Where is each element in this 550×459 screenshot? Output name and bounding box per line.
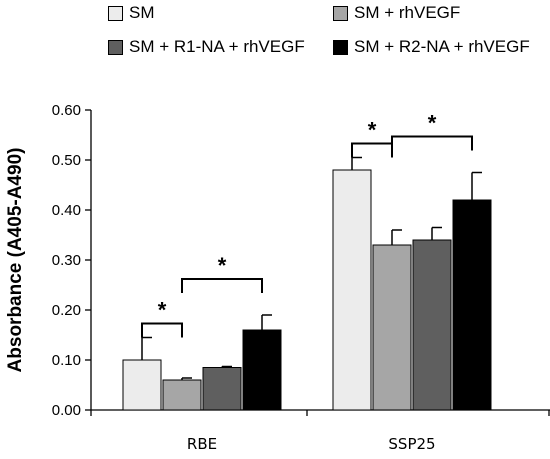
significance-bracket bbox=[351, 142, 393, 158]
significance-star: * bbox=[368, 118, 377, 143]
significance-star: * bbox=[218, 253, 227, 278]
significance-star: * bbox=[158, 298, 167, 323]
plot-area: 0.00 0.10 0.20 0.30 0.40 0.50 0.60 RBE SSP25 * * * * bbox=[52, 102, 550, 453]
legend-label-sm-r2na-rhvegf: SM + R2-NA + rhVEGF bbox=[354, 37, 530, 56]
y-tick-label: 0.10 bbox=[52, 352, 81, 369]
y-axis-label: Absorbance (A405-A490) bbox=[5, 148, 26, 373]
legend-label-sm-rhvegf: SM + rhVEGF bbox=[354, 3, 461, 22]
significance-star: * bbox=[428, 111, 437, 136]
legend-swatch-sm bbox=[108, 5, 123, 21]
bar bbox=[372, 244, 412, 411]
significance-bracket bbox=[391, 135, 473, 151]
legend-swatch-sm-r1na-rhvegf bbox=[108, 39, 123, 55]
y-tick-label: 0.50 bbox=[52, 152, 81, 169]
legend-item-sm-r2na-rhvegf: SM + R2-NA + rhVEGF bbox=[333, 36, 530, 58]
x-category-label: SSP25 bbox=[388, 435, 435, 453]
y-tick-label: 0.60 bbox=[52, 102, 81, 119]
legend-item-sm-r1na-rhvegf: SM + R1-NA + rhVEGF bbox=[108, 36, 305, 58]
legend-item-sm: SM bbox=[108, 2, 155, 24]
legend-item-sm-rhvegf: SM + rhVEGF bbox=[333, 2, 460, 24]
bar bbox=[242, 329, 282, 411]
bar bbox=[122, 359, 162, 411]
y-tick-label: 0.30 bbox=[52, 252, 81, 269]
bar bbox=[412, 239, 452, 411]
bar bbox=[452, 199, 492, 411]
significance-bracket bbox=[141, 322, 183, 338]
y-tick-label: 0.20 bbox=[52, 302, 81, 319]
legend-swatch-sm-r2na-rhvegf bbox=[333, 39, 348, 55]
bar bbox=[162, 379, 202, 411]
x-category-label: RBE bbox=[187, 435, 217, 453]
bar bbox=[202, 367, 242, 411]
bar bbox=[332, 169, 372, 411]
legend-label-sm: SM bbox=[129, 3, 155, 22]
y-tick-label: 0.00 bbox=[52, 402, 81, 419]
legend-swatch-sm-rhvegf bbox=[333, 5, 348, 21]
legend-label-sm-r1na-rhvegf: SM + R1-NA + rhVEGF bbox=[129, 37, 305, 56]
y-tick-label: 0.40 bbox=[52, 202, 81, 219]
significance-bracket bbox=[181, 278, 263, 293]
